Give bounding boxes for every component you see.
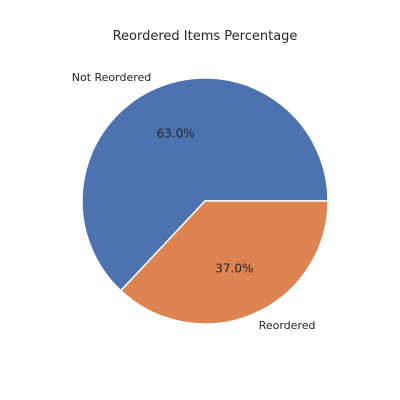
pct-label-not-reordered: 63.0% — [157, 126, 195, 140]
pie-slice-reordered — [120, 200, 329, 325]
pct-label-reordered: 37.0% — [215, 262, 253, 276]
pie-slices — [81, 77, 329, 325]
pie-labels: Not Reordered 63.0% Reordered 37.0% — [72, 71, 316, 332]
pie-slice-not-reordered — [81, 77, 329, 292]
slice-label-not-reordered: Not Reordered — [72, 71, 152, 84]
slice-label-reordered: Reordered — [259, 319, 316, 332]
chart-title: Reordered Items Percentage — [113, 29, 298, 44]
